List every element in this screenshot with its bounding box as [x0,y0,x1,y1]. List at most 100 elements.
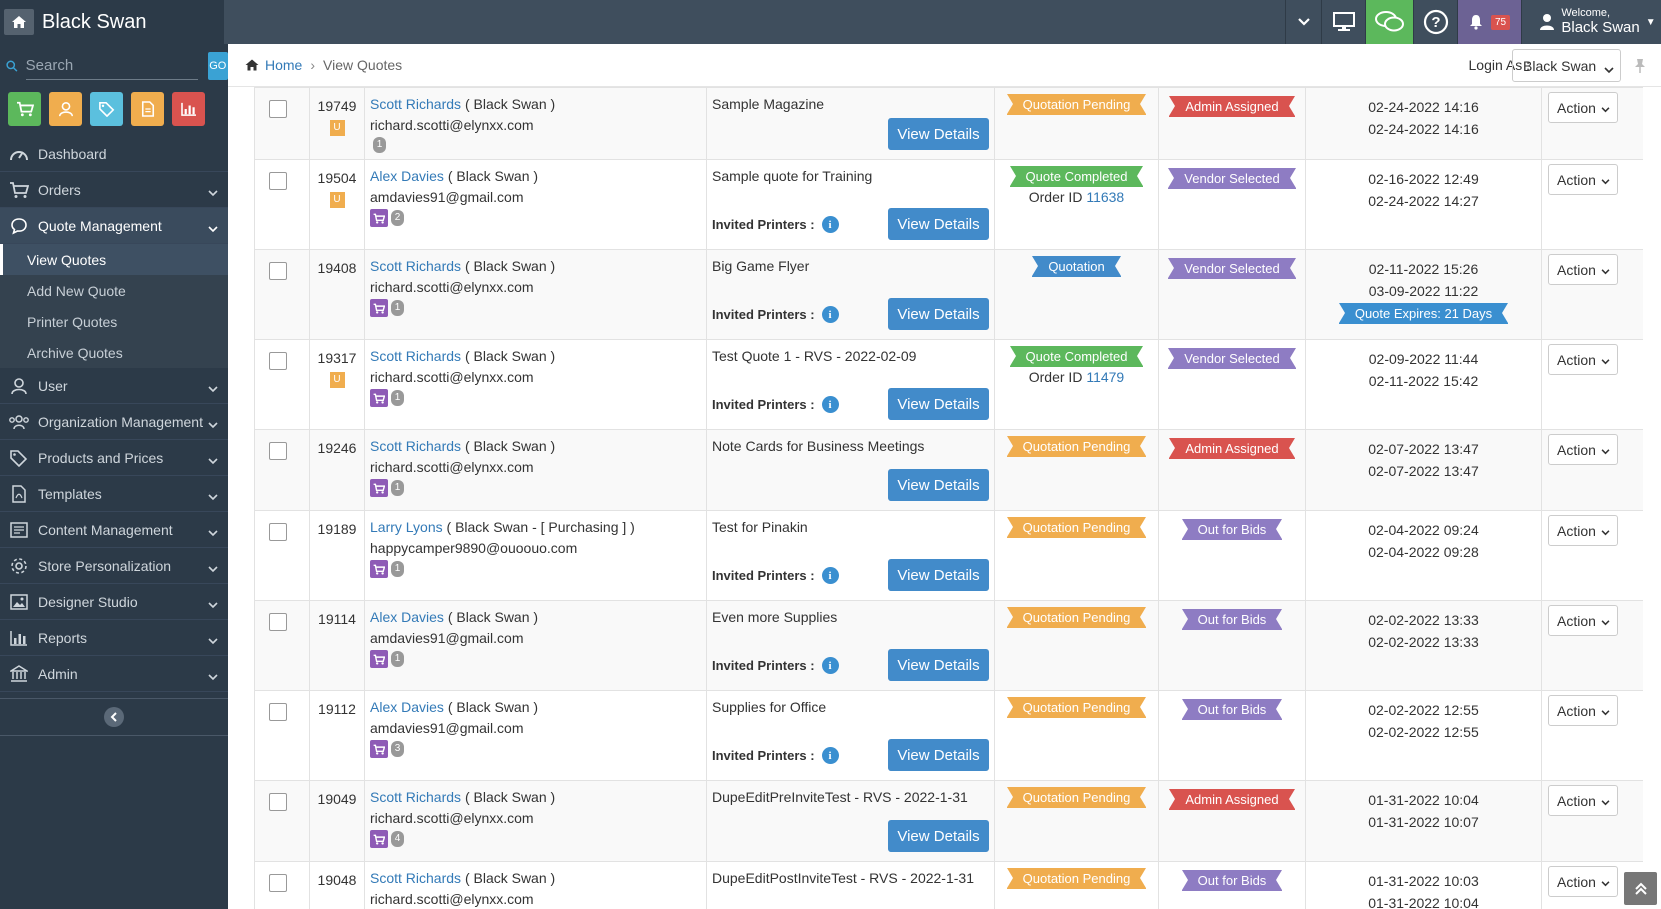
quick-document-button[interactable] [131,92,164,126]
invited-printers-label: Invited Printers : [712,658,815,673]
view-details-button[interactable]: View Details [888,820,989,852]
view-details-button[interactable]: View Details [888,469,989,501]
view-details-button[interactable]: View Details [888,118,989,150]
chat-icon[interactable] [1365,0,1413,44]
vendor-status-badge: Admin Assigned [1169,789,1295,810]
customer-name-link[interactable]: Alex Davies [370,699,444,715]
sidebar-item-products-and-prices[interactable]: Products and Prices [0,440,228,476]
quick-user-button[interactable] [49,92,82,126]
go-button[interactable]: GO [207,52,228,80]
invited-printers: Invited Printers : i [712,396,839,413]
sidebar-item-designer-studio[interactable]: Designer Studio [0,584,228,620]
customer-cell: Scott Richards ( Black Swan ) richard.sco… [364,339,707,430]
sidebar-item-store-personalization[interactable]: Store Personalization [0,548,228,584]
sidebar-subitem-add-new-quote[interactable]: Add New Quote [27,282,126,299]
order-id-link[interactable]: 11638 [1086,189,1125,205]
action-label: Action [1557,441,1596,458]
order-id-link[interactable]: 11479 [1086,369,1125,385]
sidebar-item-user[interactable]: User [0,368,228,404]
action-dropdown[interactable]: Action [1548,434,1618,465]
quote-cell: Even more Supplies Invited Printers : i Vie… [706,600,995,691]
view-details-button[interactable]: View Details [888,388,989,420]
vendor-status-badge: Admin Assigned [1169,438,1295,459]
table-row: 19049 Scott Richards ( Black Swan ) richar… [254,780,1643,862]
info-icon[interactable]: i [821,567,839,584]
scroll-to-top-button[interactable] [1624,872,1657,905]
sidebar-subitem-archive-quotes[interactable]: Archive Quotes [27,344,123,361]
quote-id: 19189 [317,521,357,537]
cart-icon [370,209,388,227]
action-dropdown[interactable]: Action [1548,254,1618,285]
row-checkbox[interactable] [269,352,287,370]
row-checkbox[interactable] [269,793,287,811]
customer-name-link[interactable]: Scott Richards [370,438,462,454]
row-checkbox[interactable] [269,613,287,631]
row-checkbox[interactable] [269,442,287,460]
customer-name-link[interactable]: Alex Davies [370,168,444,184]
home-icon[interactable] [4,9,34,35]
help-icon[interactable]: ? [1413,0,1457,44]
notifications-button[interactable]: 75 [1457,0,1521,44]
sidebar-item-label: Orders [38,181,81,198]
login-as-select[interactable]: Black Swan [1512,49,1621,82]
sidebar-item-templates[interactable]: Templates [0,476,228,512]
action-dropdown[interactable]: Action [1548,866,1618,897]
sidebar-subitem-printer-quotes[interactable]: Printer Quotes [27,313,118,330]
action-dropdown[interactable]: Action [1548,92,1618,123]
chevron-down-icon[interactable] [1285,0,1321,44]
customer-name-link[interactable]: Scott Richards [370,789,462,805]
updated-date: 02-02-2022 13:33 [1368,634,1479,650]
sidebar-item-dashboard[interactable]: Dashboard [0,136,228,172]
tags-icon [98,101,116,117]
quick-cart-button[interactable] [8,92,41,126]
customer-name-link[interactable]: Larry Lyons [370,519,443,535]
row-checkbox[interactable] [269,523,287,541]
cart-icon [370,389,388,407]
customer-name-link[interactable]: Scott Richards [370,96,462,112]
customer-name-link[interactable]: Scott Richards [370,348,462,364]
customer-name-link[interactable]: Scott Richards [370,258,462,274]
sidebar-item-content-management[interactable]: Content Management [0,512,228,548]
action-dropdown[interactable]: Action [1548,164,1618,195]
sidebar-item-organization-management[interactable]: Organization Management [0,404,228,440]
customer-name-link[interactable]: Scott Richards [370,870,462,886]
row-checkbox[interactable] [269,262,287,280]
sidebar-subitem-view-quotes[interactable]: View Quotes [0,244,228,275]
created-date: 02-24-2022 14:16 [1368,99,1479,115]
pin-icon[interactable] [1633,58,1647,77]
view-details-button[interactable]: View Details [888,739,989,771]
updated-date: 03-09-2022 11:22 [1368,283,1479,299]
action-dropdown[interactable]: Action [1548,785,1618,816]
info-icon[interactable]: i [821,657,839,674]
view-details-button[interactable]: View Details [888,298,989,330]
action-dropdown[interactable]: Action [1548,344,1618,375]
quick-tags-button[interactable] [90,92,123,126]
chevron-left-icon[interactable] [104,707,124,727]
info-icon[interactable]: i [821,216,839,233]
sidebar-item-admin[interactable]: Admin [0,656,228,692]
action-dropdown[interactable]: Action [1548,605,1618,636]
row-checkbox[interactable] [269,172,287,190]
quote-title: DupeEditPostInviteTest - RVS - 2022-1-31 [712,870,974,886]
quick-bar-chart-button[interactable] [172,92,205,126]
sidebar-item-orders[interactable]: Orders [0,172,228,208]
info-icon[interactable]: i [821,396,839,413]
view-details-button[interactable]: View Details [888,208,989,240]
action-dropdown[interactable]: Action [1548,515,1618,546]
info-icon[interactable]: i [821,306,839,323]
sidebar-item-reports[interactable]: Reports [0,620,228,656]
row-checkbox[interactable] [269,703,287,721]
row-checkbox[interactable] [269,874,287,892]
view-details-button[interactable]: View Details [888,559,989,591]
customer-name-link[interactable]: Alex Davies [370,609,444,625]
row-checkbox[interactable] [269,100,287,118]
breadcrumb-home-link[interactable]: Home [265,57,303,73]
info-icon[interactable]: i [821,747,839,764]
sidebar-item-quote-management[interactable]: Quote Management [0,208,228,244]
quote-id-cell: 19317 U [309,339,365,430]
search-input[interactable] [25,52,198,80]
action-dropdown[interactable]: Action [1548,695,1618,726]
monitor-icon[interactable] [1321,0,1365,44]
user-menu[interactable]: Welcome, Black Swan ▼ [1521,0,1661,44]
view-details-button[interactable]: View Details [888,649,989,681]
